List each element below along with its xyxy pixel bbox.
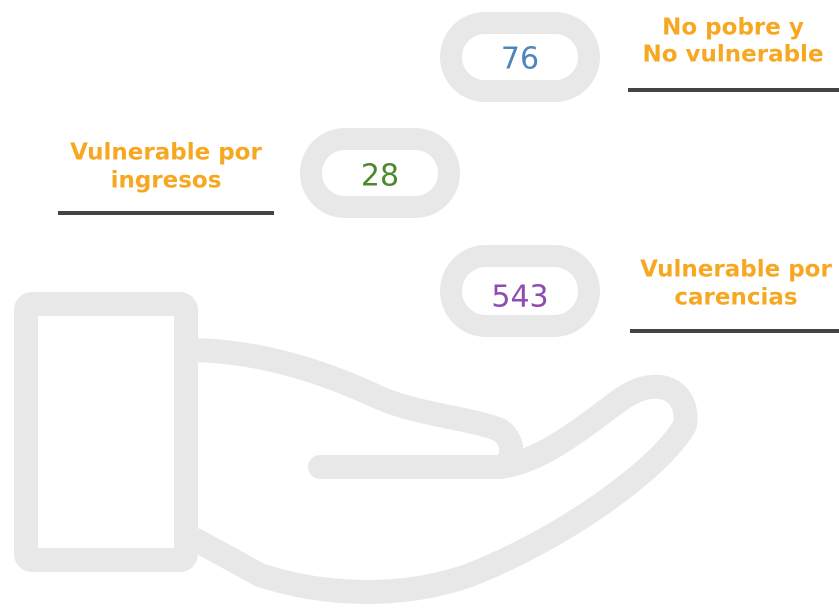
hand [184,338,698,604]
value: 543 [491,280,548,315]
label: ingresos [111,168,222,194]
value: 28 [361,159,399,194]
hand-icon [14,292,698,604]
label: Vulnerable por [640,257,832,283]
value-pill [300,128,460,218]
label: No pobre y [662,15,804,41]
label: No vulnerable [642,42,823,68]
label: Vulnerable por [70,140,262,166]
value: 76 [501,42,539,77]
label: carencias [674,285,797,311]
cuff [14,292,198,572]
value-pill [440,245,600,337]
value-pill [440,12,600,102]
